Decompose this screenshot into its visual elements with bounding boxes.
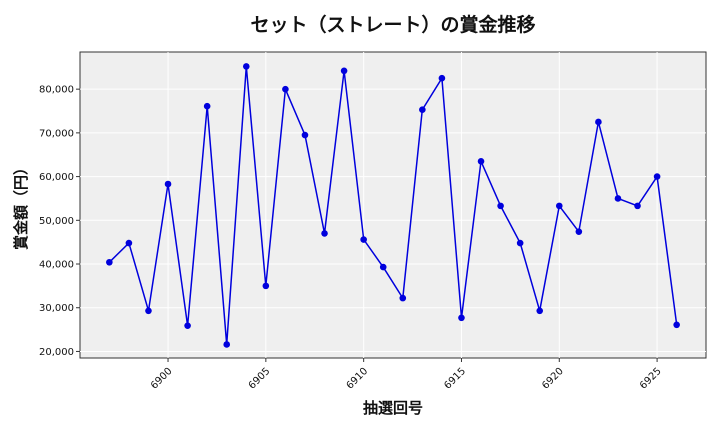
data-point (340, 67, 348, 75)
x-tick-label: 6915 (442, 366, 468, 392)
data-point (321, 230, 328, 237)
y-tick-label: 50,000 (39, 216, 74, 227)
data-point (399, 294, 407, 302)
x-tick-label: 6920 (540, 366, 566, 392)
y-tick-label: 20,000 (39, 347, 74, 358)
plot-area (79, 51, 707, 359)
chart-title: セット（ストレート）の賞金推移 (250, 13, 535, 36)
data-point (477, 157, 485, 165)
data-point (419, 106, 426, 114)
x-tick-label: 6900 (149, 366, 175, 392)
data-point (145, 307, 152, 315)
x-axis: 6900 6905 6910 6915 6920 6925 (149, 358, 664, 392)
data-point (203, 102, 211, 110)
x-tick-label: 6925 (638, 366, 664, 392)
data-point (106, 258, 113, 266)
x-tick-label: 6910 (345, 366, 371, 392)
data-point (223, 341, 231, 348)
y-tick-label: 80,000 (39, 85, 74, 96)
data-point (536, 307, 544, 315)
data-point (184, 322, 191, 329)
y-tick-label: 30,000 (39, 303, 74, 314)
data-point (575, 228, 583, 235)
data-point (673, 321, 680, 329)
data-point (614, 195, 622, 202)
data-point (634, 202, 641, 210)
data-point (125, 239, 133, 247)
data-point (242, 63, 250, 70)
data-point (497, 202, 504, 210)
y-tick-label: 40,000 (39, 260, 74, 271)
data-point (458, 314, 465, 322)
x-tick-label: 6905 (247, 366, 273, 392)
data-point (360, 236, 367, 243)
y-axis-label: 賞金額（円） (12, 160, 30, 250)
data-point (262, 282, 270, 290)
series-line (108, 66, 678, 345)
data-point (379, 263, 387, 271)
data-point (653, 173, 661, 180)
data-point (438, 74, 446, 82)
data-point (164, 180, 172, 188)
y-tick-label: 60,000 (39, 172, 74, 183)
y-axis: 20,000 30,000 40,000 50,000 60,000 70,000 80,0… (39, 85, 80, 358)
data-point (595, 118, 602, 126)
data-point (555, 202, 563, 210)
data-point (516, 239, 524, 247)
data-point (282, 85, 289, 93)
data-points (106, 63, 680, 348)
y-tick-label: 70,000 (39, 128, 74, 139)
data-point (301, 131, 309, 139)
x-axis-label: 抽選回号 (363, 399, 423, 417)
